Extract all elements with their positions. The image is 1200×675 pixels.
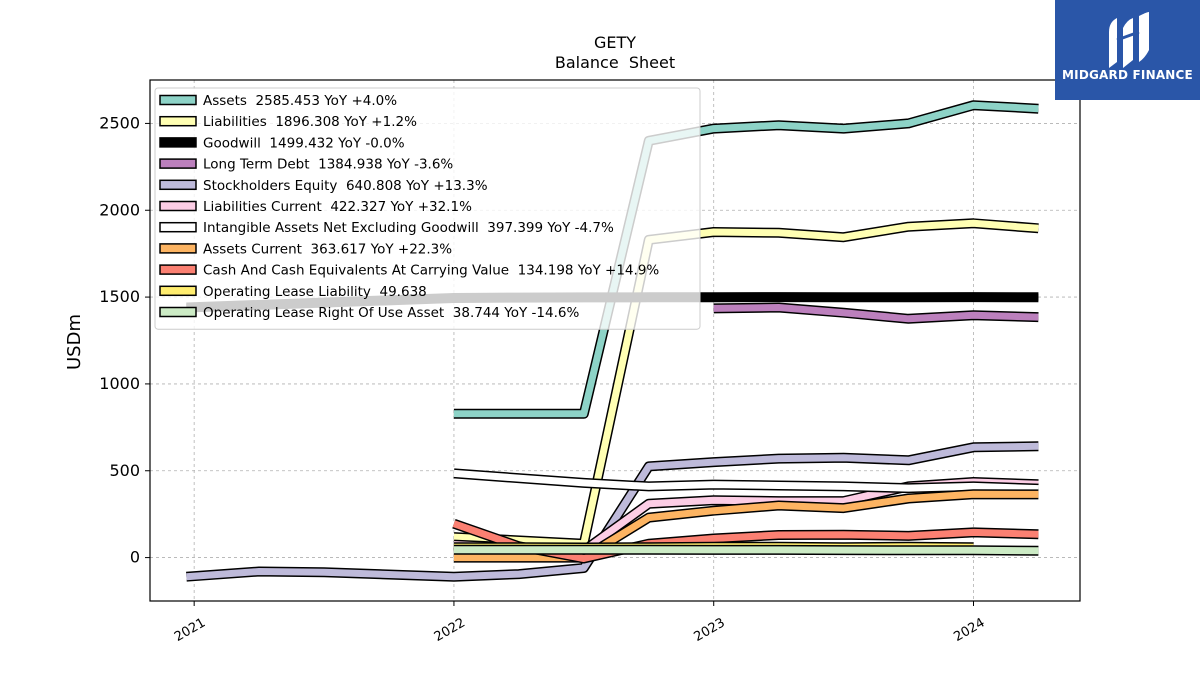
legend-entry: Stockholders Equity 640.808 YoY +13.3% bbox=[203, 178, 488, 194]
x-tick-label: 2024 bbox=[951, 615, 987, 645]
midgard-logo-icon bbox=[1109, 12, 1149, 68]
legend-swatch bbox=[159, 137, 197, 148]
series-line-stroke bbox=[713, 304, 1039, 323]
y-axis-label: USDm bbox=[64, 314, 85, 370]
legend-entry: Goodwill 1499.432 YoY -0.0% bbox=[203, 135, 405, 151]
series-line bbox=[186, 441, 1039, 582]
legend: Assets 2585.453 YoY +4.0% Liabilities 189… bbox=[154, 87, 701, 330]
legend-entry: Liabilities 1896.308 YoY +1.2% bbox=[203, 114, 417, 130]
legend-entry: Assets 2585.453 YoY +4.0% bbox=[203, 93, 397, 109]
y-tick-label: 1000 bbox=[99, 374, 140, 393]
legend-entry: Operating Lease Liability 49.638 bbox=[203, 284, 427, 300]
series-line bbox=[713, 302, 1039, 324]
x-tick-label: 2021 bbox=[172, 615, 208, 645]
chart-subtitle: Balance Sheet bbox=[555, 53, 675, 72]
legend-swatch bbox=[159, 306, 197, 318]
legend-entry: Long Term Debt 1384.938 YoY -3.6% bbox=[203, 157, 453, 173]
series-line bbox=[453, 468, 1039, 494]
midgard-logo: MIDGARD FINANCE bbox=[1055, 0, 1200, 100]
legend-entry: Assets Current 363.617 YoY +22.3% bbox=[203, 241, 452, 257]
legend-entry: Cash And Cash Equivalents At Carrying Va… bbox=[203, 263, 659, 279]
legend-swatch bbox=[159, 200, 197, 212]
legend-swatch bbox=[159, 264, 197, 275]
y-tick-label: 500 bbox=[109, 461, 140, 480]
legend-swatch bbox=[159, 158, 197, 169]
legend-entry: Intangible Assets Net Excluding Goodwill… bbox=[203, 220, 614, 236]
x-tick-label: 2023 bbox=[692, 615, 728, 645]
series-line-outline bbox=[186, 441, 1039, 582]
series-line bbox=[453, 218, 1039, 549]
legend-swatch bbox=[159, 115, 197, 127]
y-tick-label: 1500 bbox=[99, 287, 140, 306]
legend-swatch bbox=[159, 221, 197, 233]
chart-title: GETY bbox=[594, 33, 636, 52]
series-line-stroke bbox=[453, 469, 1039, 493]
legend-swatch bbox=[159, 179, 197, 191]
y-tick-label: 2000 bbox=[99, 200, 140, 219]
series-line-stroke bbox=[453, 219, 1039, 548]
y-tick-label: 0 bbox=[130, 548, 140, 567]
legend-swatch bbox=[159, 94, 197, 106]
plot-frame bbox=[149, 79, 1081, 602]
series-lines bbox=[186, 100, 1039, 582]
logo-text: MIDGARD FINANCE bbox=[1062, 68, 1193, 82]
legend-box bbox=[154, 87, 701, 330]
legend-swatch bbox=[159, 243, 197, 254]
legend-entry: Liabilities Current 422.327 YoY +32.1% bbox=[203, 199, 472, 215]
series-line bbox=[453, 544, 1039, 556]
legend-entry: Operating Lease Right Of Use Asset 38.74… bbox=[203, 305, 579, 321]
legend-swatch bbox=[159, 285, 197, 297]
series-line-stroke bbox=[186, 442, 1039, 581]
x-tick-label: 2022 bbox=[432, 615, 468, 645]
y-tick-label: 2500 bbox=[99, 113, 140, 132]
series-line-stroke bbox=[453, 546, 1039, 555]
